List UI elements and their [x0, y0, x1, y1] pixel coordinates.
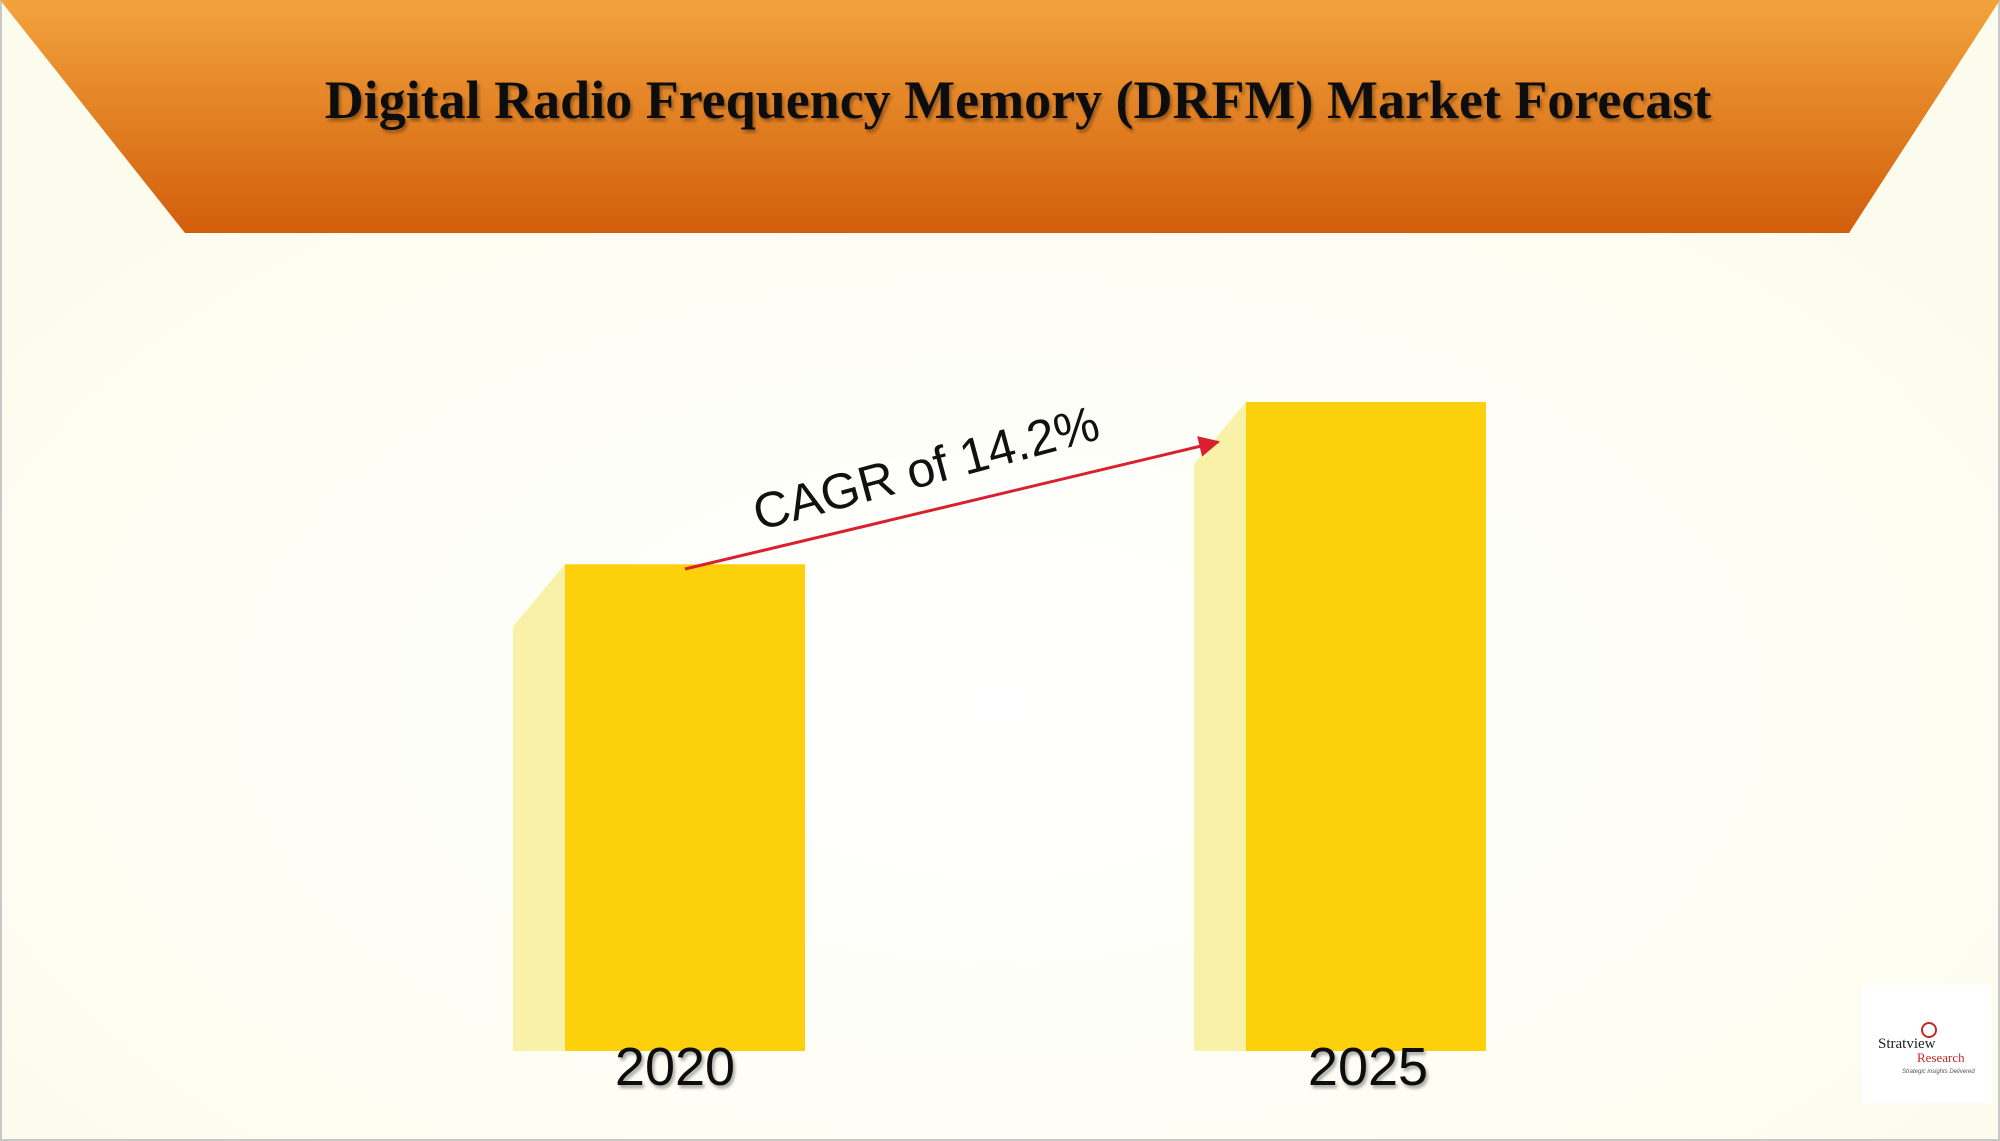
- logo-box: [1862, 985, 1992, 1103]
- title-banner: [0, 0, 2000, 233]
- x-tick-label: 2020: [615, 1037, 735, 1097]
- chart-title: Digital Radio Frequency Memory (DRFM) Ma…: [325, 70, 1712, 130]
- bar-shadow: [513, 564, 565, 1051]
- logo-name: Stratview: [1878, 1036, 1936, 1052]
- bar: [565, 564, 805, 1051]
- logo-sub: Research: [1917, 1050, 1965, 1065]
- logo: Stratview Research Strategic insights De…: [1862, 985, 1992, 1103]
- plot: 2020 2025: [513, 402, 1486, 1097]
- bar: [1246, 402, 1486, 1051]
- bar-shadow: [1194, 402, 1246, 1051]
- logo-icon: [1921, 1022, 1937, 1038]
- logo-tagline: Strategic insights Delivered: [1902, 1069, 1975, 1075]
- x-tick-label: 2025: [1308, 1037, 1428, 1097]
- cagr-arrow: [684, 436, 1221, 571]
